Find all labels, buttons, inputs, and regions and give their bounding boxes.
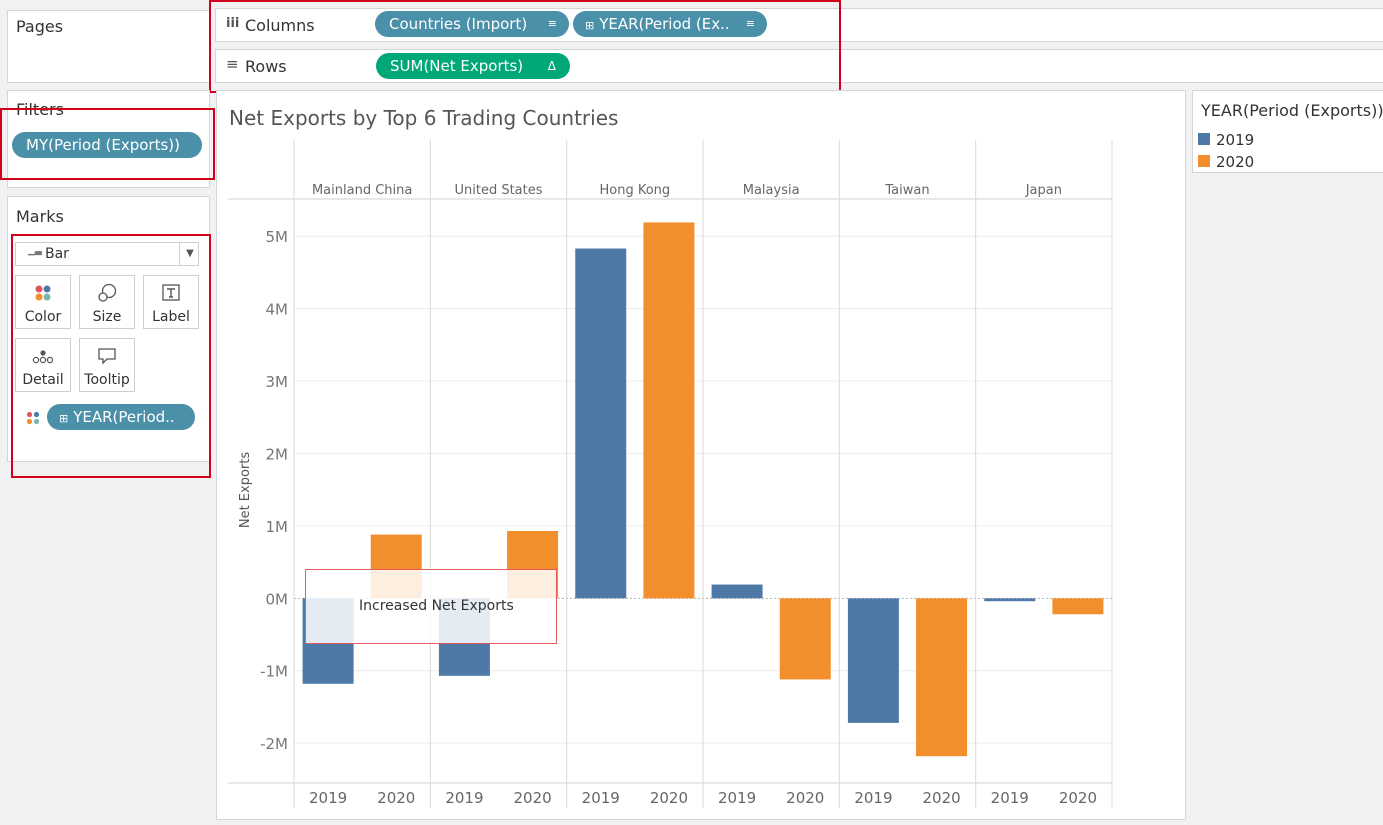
legend-title: YEAR(Period (Exports)): [1201, 101, 1383, 120]
color-encoding-icon: [26, 410, 40, 429]
detail-icon: [16, 346, 70, 370]
size-icon: [80, 283, 134, 307]
pages-panel: Pages: [7, 10, 210, 83]
color-icon: [16, 283, 70, 307]
delta-icon: Δ: [547, 59, 556, 73]
label-icon: [144, 283, 198, 307]
year-column-pill[interactable]: ⊞ YEAR(Period (Ex.. ≡: [573, 11, 767, 37]
view-panel: [216, 90, 1186, 820]
columns-label: Columns: [245, 16, 315, 35]
period-filter-pill[interactable]: MY(Period (Exports)): [12, 132, 202, 158]
bar-chart-icon: ▁▃: [28, 246, 42, 256]
color-card[interactable]: Color: [15, 275, 71, 329]
countries-pill[interactable]: Countries (Import) ≡: [375, 11, 569, 37]
filters-title: Filters: [16, 100, 64, 119]
mark-type-select[interactable]: ▁▃ Bar ▼: [15, 242, 199, 266]
expand-icon: ⊞: [59, 412, 69, 425]
columns-icon: iii: [226, 16, 240, 31]
pages-title: Pages: [16, 17, 64, 36]
rows-label: Rows: [245, 57, 287, 76]
tooltip-icon: [80, 346, 134, 370]
annotation-box: Increased Net Exports: [305, 569, 557, 644]
sort-icon: ≡: [745, 17, 755, 30]
expand-icon: ⊞: [585, 19, 595, 32]
annotation-text: Increased Net Exports: [359, 598, 514, 614]
legend-swatch: [1198, 155, 1210, 167]
label-card[interactable]: Label: [143, 275, 199, 329]
chevron-down-icon[interactable]: ▼: [179, 243, 200, 265]
marks-title: Marks: [16, 207, 64, 226]
rows-icon: ≡: [226, 55, 239, 73]
tooltip-card[interactable]: Tooltip: [79, 338, 135, 392]
sum-net-exports-pill[interactable]: SUM(Net Exports) Δ: [376, 53, 570, 79]
detail-card[interactable]: Detail: [15, 338, 71, 392]
legend-swatch: [1198, 133, 1210, 145]
year-color-pill[interactable]: ⊞ YEAR(Period..: [47, 404, 195, 430]
legend-panel: YEAR(Period (Exports)): [1192, 90, 1383, 173]
sort-icon: ≡: [547, 17, 557, 30]
chart-title: Net Exports by Top 6 Trading Countries: [229, 106, 619, 130]
size-card[interactable]: Size: [79, 275, 135, 329]
